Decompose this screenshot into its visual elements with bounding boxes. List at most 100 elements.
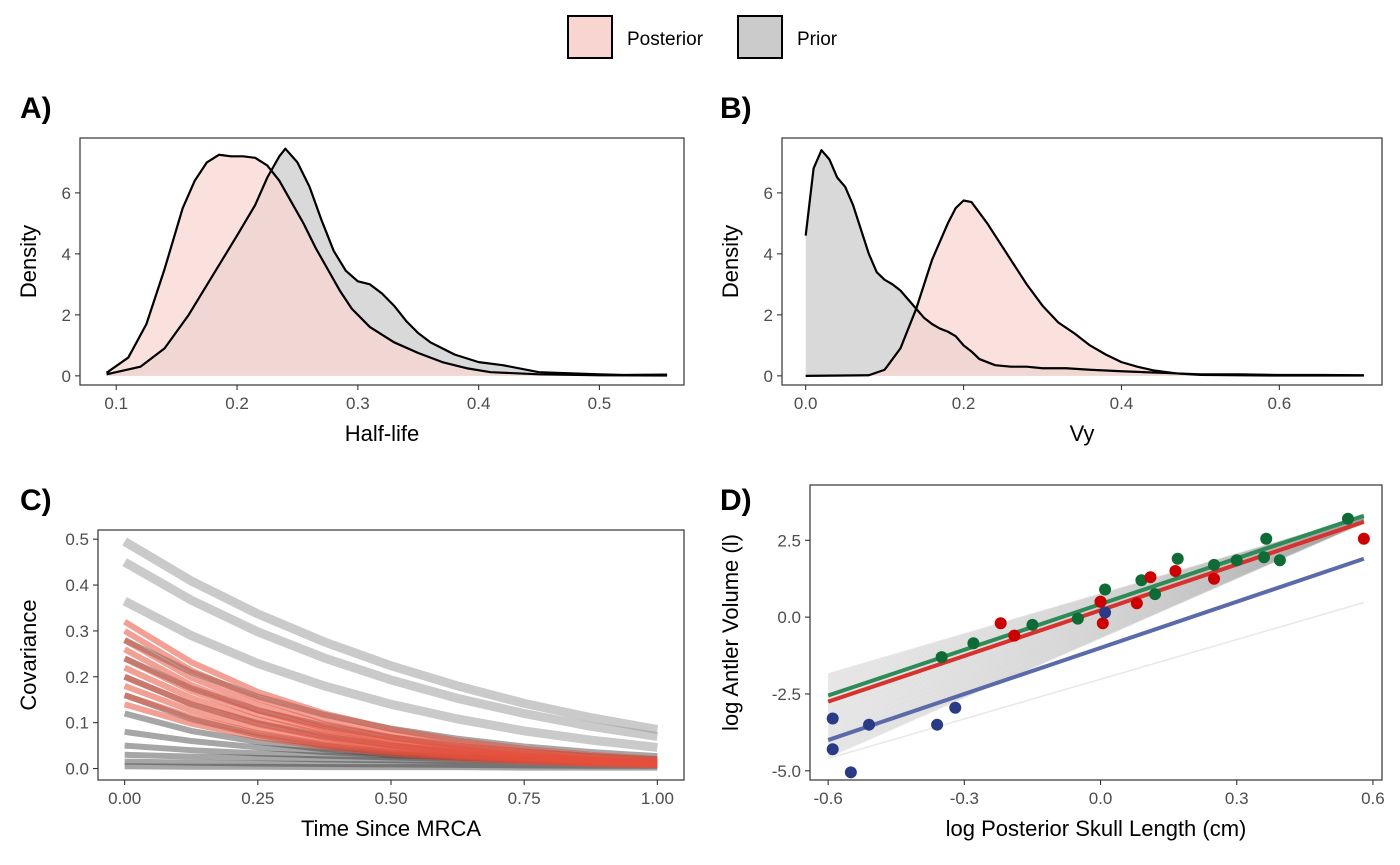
density-area-posterior [805,200,1364,376]
panel-label: A) [20,92,52,125]
x-tick-label: 0.00 [108,789,141,808]
legend-key-posterior [567,15,613,59]
x-tick-label: 0.0 [794,394,818,413]
panel-label: D) [720,484,752,517]
y-tick-label: -5.0 [772,762,801,781]
x-tick-label: 0.1 [104,394,128,413]
posterior-regression-line [827,601,1365,760]
density-line-posterior [105,153,668,377]
y-tick-label: 2 [764,306,773,325]
y-tick-label: 0.3 [65,622,89,641]
data-point [844,766,857,779]
posterior-regression-line [827,519,1365,728]
density-line-prior [106,147,668,377]
plot-area [105,147,668,377]
y-tick-label: 6 [764,184,773,203]
panel-label: B) [720,92,752,125]
x-tick-label: -0.6 [814,789,843,808]
x-tick-label: 0.5 [588,394,612,413]
legend-label-prior: Prior [797,29,838,50]
plot-area [826,512,1370,779]
y-axis-title: Density [16,225,41,298]
data-point [935,651,948,664]
x-tick-label: 0.2 [952,394,976,413]
posterior-regression-line [827,520,1365,734]
x-axis-title: Vy [1070,421,1095,446]
data-point [1171,552,1184,565]
y-tick-label: 0.0 [65,760,89,779]
x-axis-title: Half-life [345,421,420,446]
data-point [1257,551,1270,564]
fit-line [827,556,1365,742]
x-axis-title: log Posterior Skull Length (cm) [946,816,1247,841]
x-axis-title: Time Since MRCA [301,816,481,841]
posterior-regression-line [827,520,1365,741]
data-point [1099,606,1112,619]
posterior-regression-line [827,515,1365,677]
plot-area [122,537,659,771]
x-tick-label: 0.6 [1268,394,1292,413]
density-line-posterior [805,199,1364,377]
x-tick-label: 0.25 [241,789,274,808]
posterior-regression-line [827,515,1365,675]
data-point [1135,574,1148,587]
x-tick-label: 0.3 [1225,789,1249,808]
data-point [1026,618,1039,631]
covariance-curve-posterior [123,701,658,769]
data-point [1169,565,1182,578]
posterior-regression-line [827,519,1365,731]
data-point [1149,588,1162,601]
data-point [949,701,962,714]
y-tick-label: 0.2 [65,668,89,687]
y-tick-label: 2.5 [777,531,801,550]
y-tick-label: 0 [764,367,773,386]
y-tick-label: 0.1 [65,714,89,733]
posterior-regression-line [827,520,1365,732]
density-line-prior [804,149,1364,377]
data-point [967,637,980,650]
data-point [826,712,839,725]
y-tick-label: 6 [62,184,71,203]
x-tick-label: 0.3 [346,394,370,413]
y-tick-label: 0.0 [777,608,801,627]
data-point [1230,554,1243,567]
fit-line [827,519,1365,704]
panel-c: 0.00 0.25 0.50 0.75 1.00 0.0 0.1 0.2 0.3 0.4 0.5 Ti… [16,484,685,841]
posterior-regression-line [827,517,1365,700]
covariance-curve-prior [122,597,658,752]
data-point [994,617,1007,630]
posterior-regression-line [827,517,1365,701]
data-point [1008,629,1021,642]
posterior-regression-line [827,520,1365,738]
legend-label-posterior: Posterior [627,29,704,50]
data-point [1208,558,1221,571]
covariance-curve-prior [122,537,659,734]
panel-b: 0.0 0.2 0.4 0.6 0 2 4 6 Vy Density B) [718,92,1383,446]
data-point [863,718,876,731]
data-point [1144,571,1157,584]
covariance-curve-prior [122,558,659,741]
data-point [1208,572,1221,585]
legend-key-prior [737,15,783,59]
y-tick-label: -2.5 [772,685,801,704]
x-tick-label: 0.4 [1110,394,1134,413]
y-tick-label: 2 [62,306,71,325]
data-point [1094,595,1107,608]
panel-border [79,137,685,386]
density-area-prior [805,150,1364,376]
y-axis-title: log Antler Volume (l) [718,534,743,731]
plot-area [804,149,1364,377]
x-tick-label: 0.4 [467,394,491,413]
data-point [826,743,839,756]
data-point [1260,532,1273,545]
posterior-regression-line [827,520,1365,735]
data-point [1357,532,1370,545]
x-tick-label: 1.00 [641,789,674,808]
panel-a: 0.1 0.2 0.3 0.4 0.5 0 2 4 6 Half-life Density A) [16,92,685,446]
x-tick-label: 0.50 [374,789,407,808]
posterior-regression-line [827,516,1365,678]
y-tick-label: 4 [764,245,773,264]
data-point [1096,617,1109,630]
panel-label: C) [20,484,52,517]
